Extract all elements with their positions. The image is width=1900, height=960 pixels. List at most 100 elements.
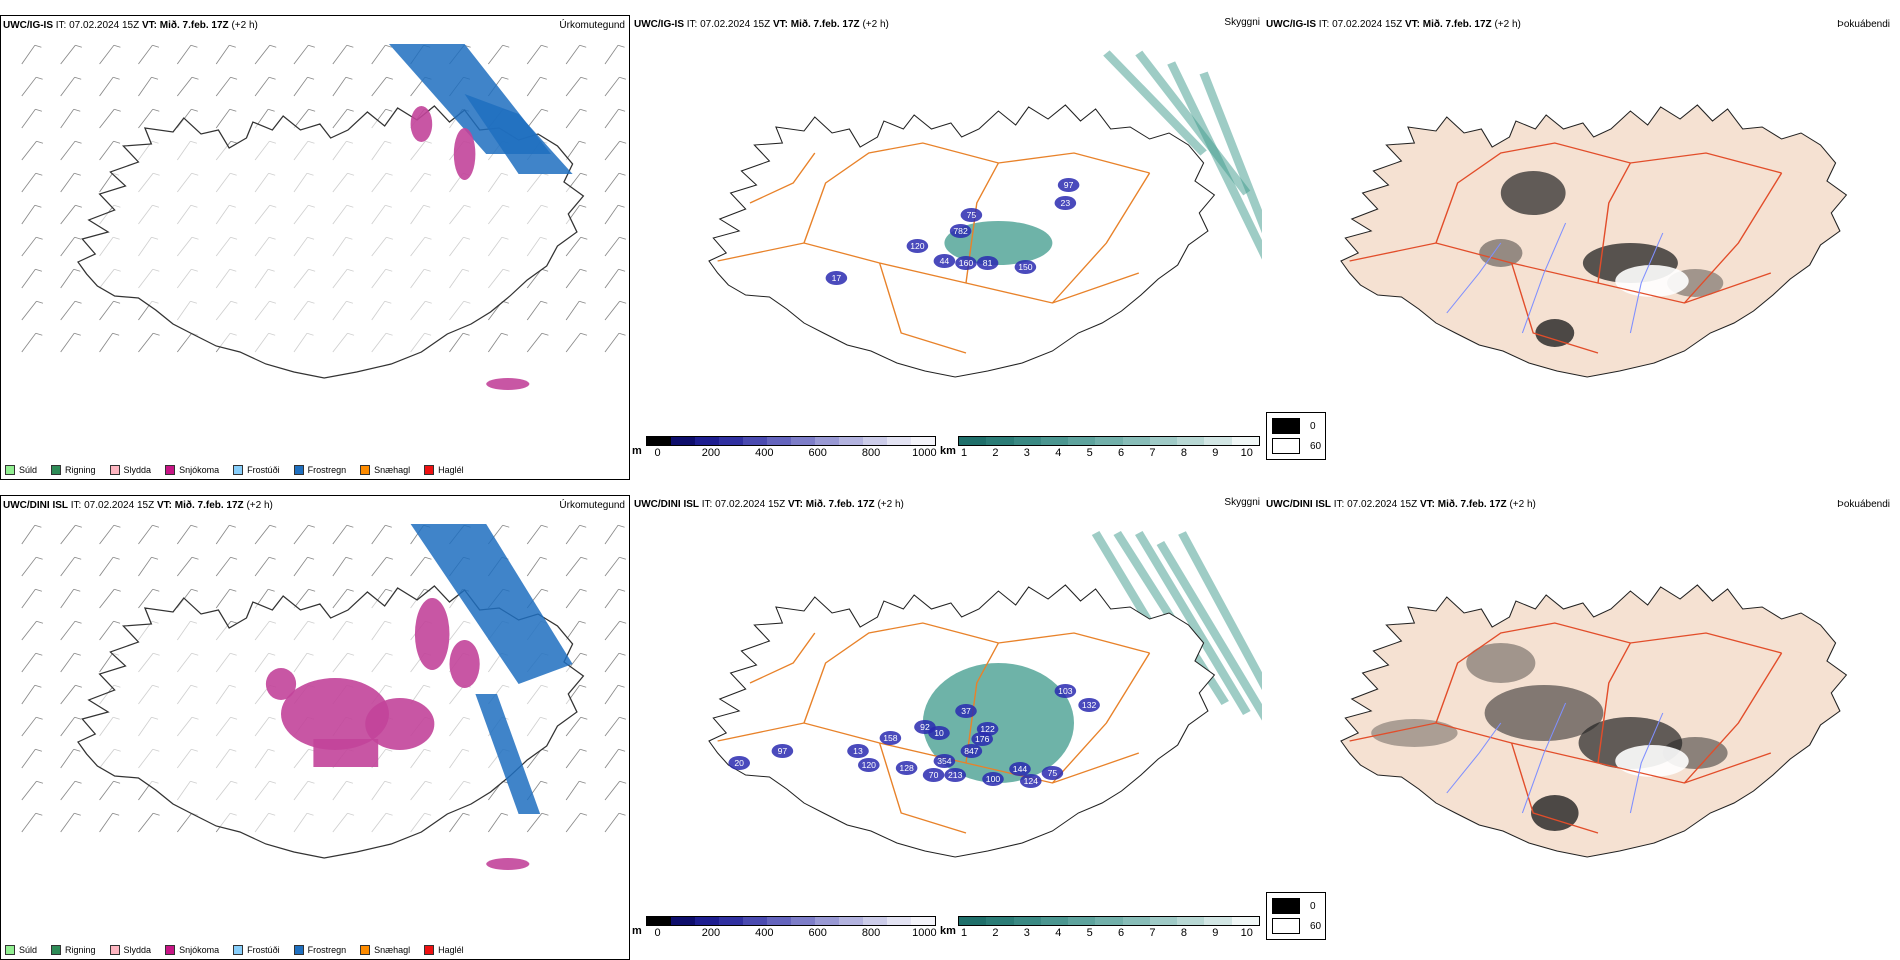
wind-barb-flag xyxy=(191,588,198,592)
wind-barb xyxy=(449,812,464,833)
cloud-base-label: 13 xyxy=(853,746,863,756)
legend-item: Snjókoma xyxy=(165,945,219,955)
wind-barb xyxy=(60,684,76,705)
wind-barb xyxy=(21,108,36,129)
legend-item: Súld xyxy=(5,465,37,475)
cloud-base-label: 122 xyxy=(980,724,995,734)
wind-barb-flag xyxy=(74,780,82,784)
fog-swatch-light xyxy=(1272,438,1300,454)
wind-barb xyxy=(565,332,581,353)
wind-barb-flag xyxy=(74,812,81,816)
wind-barb-flag xyxy=(268,588,275,592)
cloud-base-label: 17 xyxy=(832,273,842,283)
wind-barb-flag xyxy=(268,556,276,560)
colorbar-tick-label: 6 xyxy=(1118,447,1125,459)
legend-item: Snæhagl xyxy=(360,465,410,475)
colorbar-tick-label: 800 xyxy=(861,927,881,939)
wind-barb xyxy=(21,652,37,673)
wind-barb xyxy=(138,524,153,545)
wind-barb-flag xyxy=(113,524,121,528)
cloud-base-label: 354 xyxy=(937,756,952,766)
colorbar-tick-label: 200 xyxy=(701,927,721,939)
colorbar-tick-label: 7 xyxy=(1149,927,1156,939)
road-line xyxy=(749,152,816,204)
wind-barb xyxy=(99,652,114,673)
snow-area xyxy=(410,106,433,142)
cloud-base-label: 120 xyxy=(910,241,925,251)
wind-barb-flag xyxy=(617,524,625,528)
panel-header: UWC/IG-IS IT: 07.02.2024 15Z VT: Mið. 7.… xyxy=(634,19,889,30)
wind-barb xyxy=(293,588,309,609)
fog-panel-bottom: UWC/DINI ISL IT: 07.02.2024 15Z VT: Mið.… xyxy=(1264,495,1894,960)
fog-map xyxy=(1340,104,1848,378)
wind-barb-flag xyxy=(619,76,626,80)
wind-barb xyxy=(293,76,308,97)
colorbar-tick-label: 10 xyxy=(1240,447,1253,459)
fog-swatch-dark xyxy=(1272,418,1300,434)
wind-barb xyxy=(526,268,542,289)
wind-barb xyxy=(176,76,193,97)
wind-barb xyxy=(604,332,620,353)
legend-item: Rigning xyxy=(51,945,96,955)
wind-barb xyxy=(371,76,387,97)
colorbar-tick-label: 8 xyxy=(1180,927,1187,939)
river-line xyxy=(1521,222,1567,334)
legend-swatch xyxy=(424,945,435,955)
colorbar-tick-label: 9 xyxy=(1212,447,1219,459)
wind-barb-flag xyxy=(308,44,315,48)
low-visibility-streak xyxy=(1135,50,1251,196)
ceiling-unit: m xyxy=(632,925,642,937)
wind-barb xyxy=(138,588,154,609)
colorbar-tick-label: 5 xyxy=(1086,447,1093,459)
wind-barb-flag xyxy=(580,748,587,752)
wind-barb-flag xyxy=(540,300,548,304)
cloud-base-label: 97 xyxy=(778,746,788,756)
fog-legend-bottom: 0 60 xyxy=(1266,892,1326,940)
wind-barb xyxy=(565,108,581,129)
wind-barb xyxy=(60,556,76,577)
wind-barb-flag xyxy=(619,780,627,784)
iceland-map xyxy=(1340,584,1848,858)
low-cloud-patch xyxy=(906,239,929,253)
wind-barb-flag xyxy=(34,684,42,688)
legend-item: Haglél xyxy=(424,465,464,475)
wind-barb xyxy=(332,76,347,97)
ceiling-colorbar-swatches xyxy=(646,436,936,446)
wind-barb-flag xyxy=(501,332,509,336)
wind-barb-flag xyxy=(191,76,199,80)
wind-barb xyxy=(99,300,114,321)
wind-barb-flag xyxy=(502,524,510,528)
cloud-base-label: 75 xyxy=(1048,768,1058,778)
low-cloud-patch xyxy=(1014,260,1037,274)
wind-barb-flag xyxy=(230,620,238,624)
colorbar-tick-label: 3 xyxy=(1023,927,1030,939)
snow-area xyxy=(414,598,450,670)
low-cloud-patch xyxy=(982,772,1004,786)
cloud-base-label: 44 xyxy=(940,256,950,266)
low-visibility-streak xyxy=(1167,61,1262,260)
wind-barb xyxy=(99,588,115,609)
wind-barb xyxy=(99,556,114,577)
wind-barb xyxy=(60,748,75,769)
fog-indicator-patch xyxy=(1371,719,1458,747)
colorbar-tick-label: 600 xyxy=(808,927,827,939)
wind-barb xyxy=(332,588,348,609)
wind-barb-flag xyxy=(191,556,199,560)
wind-barb-flag xyxy=(580,556,588,560)
road-line xyxy=(878,742,967,834)
low-visibility-area xyxy=(922,663,1074,783)
wind-barb-flag xyxy=(229,524,236,528)
wind-barb xyxy=(138,76,152,97)
wind-barb xyxy=(215,588,231,609)
wind-barb-flag xyxy=(73,268,81,272)
wind-barb xyxy=(60,716,76,737)
wind-barb-flag xyxy=(462,332,470,336)
wind-barb-flag xyxy=(35,172,43,176)
road-line xyxy=(1597,642,1632,764)
low-visibility-streak xyxy=(1103,50,1207,156)
legend-swatch xyxy=(424,465,435,475)
wind-barb xyxy=(604,140,621,161)
low-cloud-patch xyxy=(1041,766,1064,780)
wind-barb xyxy=(99,780,114,801)
snow-area xyxy=(453,128,476,180)
